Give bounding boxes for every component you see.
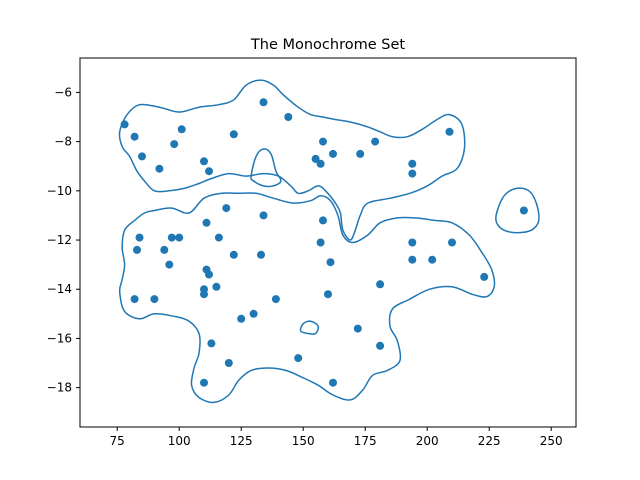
contour-line-2 bbox=[250, 148, 282, 188]
scatter-point-35 bbox=[205, 270, 213, 279]
scatter-point-36 bbox=[212, 282, 221, 291]
y-tick-label: −14 bbox=[47, 282, 72, 296]
scatter-point-18 bbox=[408, 159, 417, 168]
scatter-point-2 bbox=[130, 132, 139, 141]
scatter-point-16 bbox=[356, 149, 365, 158]
contour-line-1 bbox=[118, 79, 466, 241]
y-axis: −18 −16 −14 −12 −10 −8 −6 bbox=[47, 85, 80, 395]
x-tick-label: 125 bbox=[230, 434, 253, 448]
contour-line-5 bbox=[494, 187, 540, 234]
scatter-point-48 bbox=[428, 255, 437, 264]
scatter-point-32 bbox=[229, 250, 238, 259]
scatter-point-31 bbox=[259, 211, 268, 220]
x-tick-label: 150 bbox=[292, 434, 315, 448]
scatter-point-44 bbox=[326, 258, 335, 267]
scatter-point-52 bbox=[237, 314, 246, 323]
plot-area bbox=[79, 57, 577, 428]
scatter-point-10 bbox=[259, 98, 268, 107]
scatter-point-5 bbox=[170, 140, 179, 149]
scatter-point-30 bbox=[222, 204, 231, 213]
scatter-point-20 bbox=[445, 127, 454, 136]
plot-frame bbox=[79, 57, 577, 428]
scatter-point-39 bbox=[130, 295, 139, 304]
scatter-point-45 bbox=[324, 290, 332, 299]
y-tick-label: −10 bbox=[47, 184, 72, 198]
scatter-point-4 bbox=[155, 164, 164, 173]
scatter-point-60 bbox=[329, 378, 337, 387]
scatter-point-55 bbox=[224, 359, 233, 367]
scatter-points bbox=[120, 98, 528, 387]
y-tick-label: −12 bbox=[47, 233, 72, 247]
y-tick-label: −8 bbox=[54, 135, 72, 149]
scatter-point-33 bbox=[257, 250, 265, 259]
scatter-point-49 bbox=[448, 238, 456, 247]
y-tick-label: −16 bbox=[47, 331, 72, 345]
scatter-point-13 bbox=[311, 154, 320, 163]
x-axis: 75 100 125 150 175 200 225 250 bbox=[110, 427, 563, 448]
scatter-point-1 bbox=[120, 120, 129, 129]
scatter-point-8 bbox=[205, 167, 213, 176]
scatter-point-43 bbox=[316, 238, 325, 247]
scatter-point-9 bbox=[229, 130, 238, 139]
x-tick-label: 250 bbox=[540, 434, 563, 448]
scatter-point-3 bbox=[138, 152, 146, 161]
scatter-point-51 bbox=[376, 280, 385, 289]
scatter-point-17 bbox=[371, 137, 380, 146]
scatter-point-7 bbox=[200, 157, 208, 166]
scatter-point-42 bbox=[319, 216, 327, 225]
density-contours bbox=[118, 79, 540, 404]
scatter-point-24 bbox=[160, 245, 169, 254]
scatter-point-56 bbox=[200, 378, 208, 387]
x-tick-label: 100 bbox=[168, 434, 191, 448]
scatter-point-21 bbox=[519, 206, 528, 215]
x-tick-label: 200 bbox=[416, 434, 439, 448]
scatter-point-23 bbox=[133, 245, 141, 254]
scatter-point-47 bbox=[408, 255, 417, 264]
scatter-point-19 bbox=[408, 169, 417, 178]
scatter-point-12 bbox=[319, 137, 327, 146]
scatter-point-41 bbox=[271, 295, 280, 304]
contour-line-4 bbox=[299, 320, 320, 335]
scatter-point-6 bbox=[177, 125, 186, 134]
scatter-point-22 bbox=[135, 233, 144, 242]
scatter-point-53 bbox=[249, 309, 258, 318]
scatter-point-54 bbox=[207, 339, 216, 348]
scatter-point-58 bbox=[353, 324, 362, 333]
x-tick-label: 175 bbox=[354, 434, 377, 448]
scatter-point-25 bbox=[167, 233, 176, 242]
y-tick-label: −18 bbox=[47, 381, 72, 395]
scatter-point-46 bbox=[408, 238, 417, 247]
scatter-point-14 bbox=[316, 159, 325, 168]
scatter-point-50 bbox=[480, 272, 489, 281]
scatter-point-27 bbox=[165, 260, 174, 269]
scatter-point-26 bbox=[175, 233, 184, 242]
scatter-point-15 bbox=[329, 149, 337, 158]
x-tick-label: 75 bbox=[110, 434, 125, 448]
x-tick-label: 225 bbox=[478, 434, 501, 448]
scatter-point-59 bbox=[376, 341, 385, 350]
scatter-point-29 bbox=[214, 233, 223, 242]
chart-title: The Monochrome Set bbox=[250, 37, 405, 53]
y-tick-label: −6 bbox=[54, 85, 72, 99]
scatter-point-57 bbox=[294, 354, 303, 363]
scatter-point-40 bbox=[150, 295, 159, 304]
contour-line-3 bbox=[118, 192, 496, 404]
scatter-point-38 bbox=[200, 290, 208, 299]
scatter-point-28 bbox=[202, 218, 211, 227]
scatter-point-11 bbox=[284, 113, 293, 121]
